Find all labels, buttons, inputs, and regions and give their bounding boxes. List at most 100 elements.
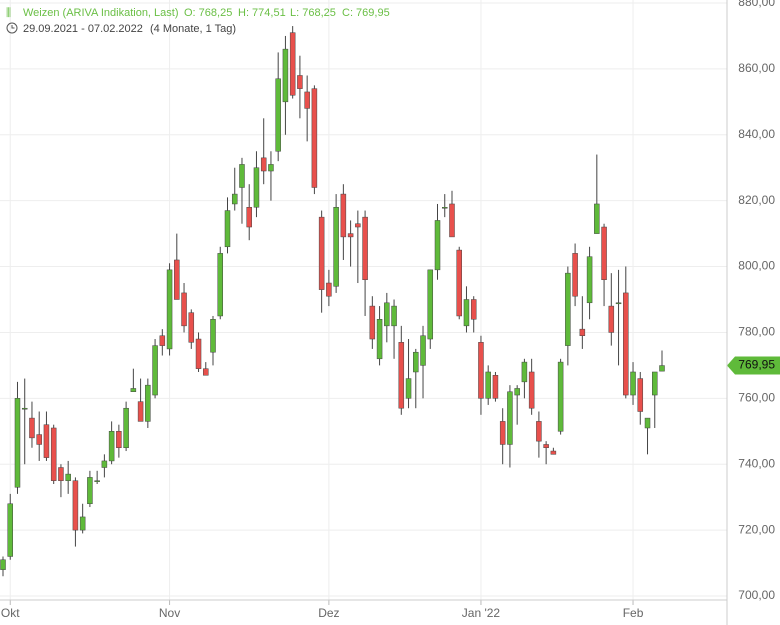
candle-body: [644, 417, 651, 429]
ohlc-label: O: 768,25: [184, 7, 232, 19]
candle-body: [347, 233, 354, 238]
candle-body: [181, 292, 187, 327]
candle-body: [550, 450, 557, 455]
candle-body: [565, 272, 571, 346]
candle-body: [65, 473, 71, 481]
y-tick-label: 840,00: [738, 127, 775, 141]
candle-body: [217, 253, 224, 317]
candle-body: [50, 427, 57, 481]
candle-body: [514, 388, 520, 396]
candle-body: [384, 302, 390, 327]
candle-body: [203, 368, 209, 376]
candle-body: [326, 282, 332, 297]
x-tick-label: Dez: [318, 606, 339, 620]
x-tick-label: Jan '22: [462, 606, 501, 620]
candle-body: [652, 371, 658, 396]
ohlc-label: H: 774,51: [238, 7, 286, 19]
candle-body: [174, 259, 180, 300]
candle-body: [246, 207, 252, 228]
candle-body: [87, 477, 93, 505]
candle-body: [188, 312, 195, 343]
last-price-label: 769,95: [738, 358, 775, 372]
candle-body: [637, 378, 644, 412]
candle-body: [116, 431, 122, 448]
candle-body: [94, 480, 100, 482]
candle-body: [333, 207, 339, 287]
y-tick-label: 800,00: [738, 259, 775, 273]
candle-body: [145, 384, 151, 422]
candle-body: [355, 223, 361, 228]
candle-body: [528, 371, 535, 409]
candle-body: [630, 371, 636, 396]
chart-title: Weizen (ARIVA Indikation, Last): [23, 7, 179, 19]
candle-body: [507, 391, 513, 445]
candle-body: [224, 210, 231, 248]
candle-body: [391, 305, 397, 327]
candle-body: [282, 48, 289, 103]
candle-body: [369, 305, 376, 340]
candle-body: [137, 401, 144, 422]
candle-body: [231, 193, 238, 205]
candle-body: [413, 351, 419, 373]
candle-body: [543, 444, 549, 448]
candle-body: [659, 365, 665, 372]
candle-body: [623, 292, 629, 396]
candle-body: [340, 193, 347, 238]
candle-body: [601, 226, 607, 280]
candle-body: [427, 269, 434, 340]
candle-body: [239, 164, 245, 188]
icon: ⫼: [6, 7, 11, 19]
candle-body: [0, 559, 6, 570]
candle-body: [441, 207, 448, 209]
candle-body: [463, 299, 470, 327]
candle-body: [586, 256, 593, 304]
candle-body: [289, 32, 296, 96]
candle-body: [21, 407, 28, 410]
candle-body: [449, 203, 455, 238]
candle-body: [594, 203, 600, 234]
candle-body: [470, 299, 477, 320]
candle-body: [398, 342, 405, 409]
x-tick-label: Okt: [1, 606, 20, 620]
candle-body: [253, 167, 260, 208]
last-price-tag: [727, 356, 780, 375]
candle-body: [260, 157, 267, 172]
candle-body: [420, 335, 426, 366]
candle-body: [36, 434, 42, 445]
y-tick-label: 820,00: [738, 193, 775, 207]
candle-body: [101, 460, 108, 468]
y-tick-label: 760,00: [738, 391, 775, 405]
candle-body: [210, 319, 216, 353]
clock-icon: [6, 22, 18, 34]
candle-body: [43, 424, 50, 458]
clock-icon: [11, 25, 15, 29]
candle-body: [304, 91, 310, 109]
candle-body: [72, 480, 79, 531]
candle-body: [297, 75, 303, 89]
y-tick-label: 880,00: [738, 0, 775, 9]
candle-body: [130, 388, 137, 392]
candle-body: [376, 319, 383, 360]
ohlc-label: L: 768,25: [290, 7, 336, 19]
y-tick-label: 720,00: [738, 522, 775, 536]
candle-body: [362, 216, 368, 280]
candle-body: [456, 249, 462, 317]
y-tick-label: 700,00: [738, 588, 775, 602]
candle-body: [14, 398, 21, 488]
candle-body: [318, 216, 325, 290]
candle-body: [485, 371, 491, 399]
candle-body: [557, 361, 564, 432]
candle-body: [123, 407, 129, 448]
candle-body: [58, 467, 64, 481]
candle-body: [608, 305, 615, 333]
candle-body: [159, 335, 166, 346]
x-tick-label: Feb: [623, 606, 644, 620]
candle-body: [478, 342, 484, 399]
candle-body: [579, 328, 586, 336]
candle-body: [152, 345, 158, 396]
candle-body: [572, 253, 578, 297]
candle-body: [29, 417, 35, 439]
